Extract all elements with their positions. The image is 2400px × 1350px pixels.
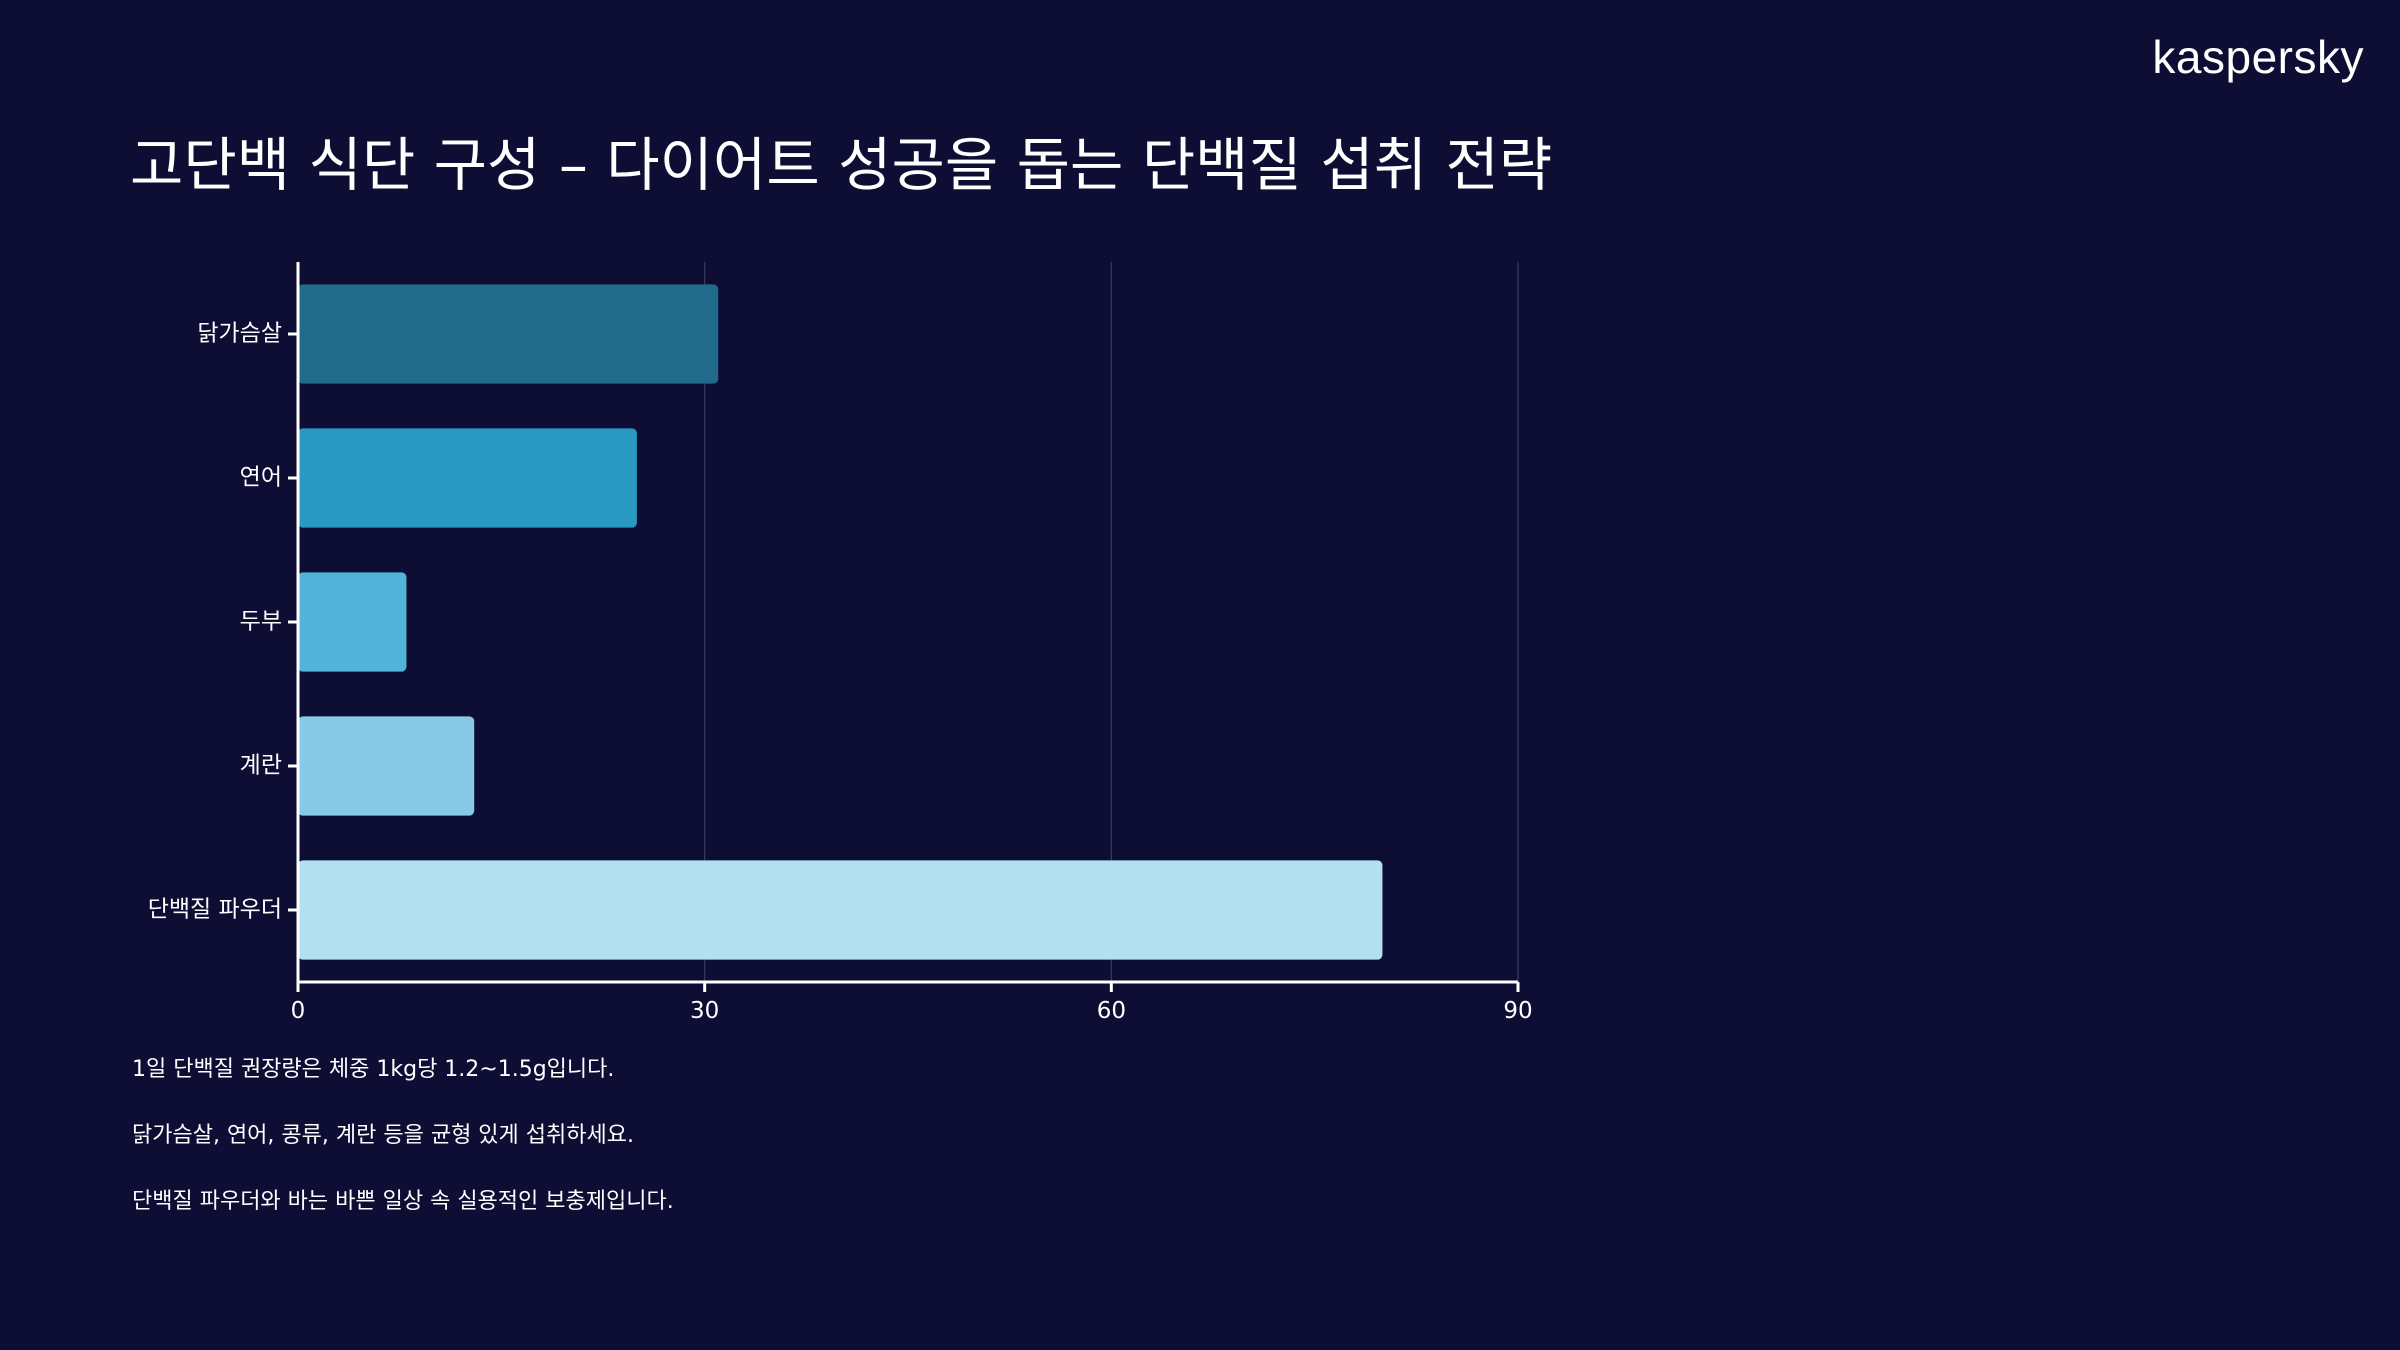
note-2: 닭가슴살, 연어, 콩류, 계란 등을 균형 있게 섭취하세요. bbox=[132, 1123, 634, 1148]
x-tick-label-2: 60 bbox=[1097, 998, 1126, 1024]
bar-4 bbox=[298, 860, 1383, 960]
y-tick-label-2: 두부 bbox=[240, 609, 282, 635]
y-tick-label-4: 단백질 파우더 bbox=[148, 897, 282, 923]
kaspersky-logo: kaspersky bbox=[2152, 31, 2364, 83]
y-tick-label-3: 계란 bbox=[240, 753, 282, 779]
x-tick-label-3: 90 bbox=[1503, 998, 1532, 1024]
bar-2 bbox=[298, 572, 407, 672]
notes: 1일 단백질 권장량은 체중 1kg당 1.2~1.5g입니다. 닭가슴살, 연… bbox=[132, 1052, 674, 1250]
note-1: 1일 단백질 권장량은 체중 1kg당 1.2~1.5g입니다. bbox=[132, 1057, 615, 1082]
x-tick-label-1: 30 bbox=[690, 998, 719, 1024]
y-tick-label-0: 닭가슴살 bbox=[197, 321, 282, 347]
x-tick-label-0: 0 bbox=[291, 998, 306, 1024]
note-3: 단백질 파우더와 바는 바쁜 일상 속 실용적인 보충제입니다. bbox=[132, 1189, 674, 1214]
page-title: 고단백 식단 구성 – 다이어트 성공을 돕는 단백질 섭취 전략 bbox=[130, 131, 1553, 199]
y-tick-label-1: 연어 bbox=[240, 465, 282, 491]
bar-3 bbox=[298, 716, 475, 816]
bar-0 bbox=[298, 284, 719, 384]
bar-1 bbox=[298, 428, 637, 528]
